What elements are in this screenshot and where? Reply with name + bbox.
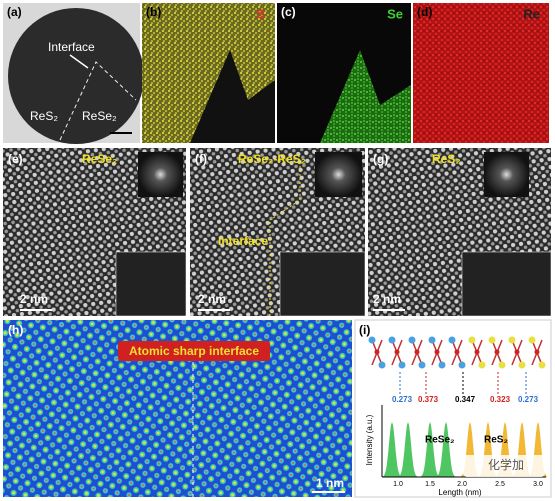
element-label: Se <box>387 6 403 21</box>
atom <box>438 361 446 369</box>
phase-label: ReSe₂ <box>425 435 454 446</box>
zoom-inset <box>279 251 366 317</box>
atom <box>448 336 456 344</box>
atom <box>478 361 486 369</box>
interface-line <box>59 61 137 141</box>
atom <box>398 361 406 369</box>
atom <box>514 349 520 355</box>
distance-label: 0.347 <box>455 395 476 404</box>
fft-inset <box>484 152 529 197</box>
distance-label: 0.273 <box>518 395 539 404</box>
distance-label: 0.273 <box>392 395 413 404</box>
atom <box>508 336 516 344</box>
atom <box>474 349 480 355</box>
atom <box>468 336 476 344</box>
scale-label: 2 nm <box>198 292 226 306</box>
watermark: 化学加 <box>488 457 524 472</box>
region-label: ReSe₂ <box>82 109 117 123</box>
flake <box>8 8 144 144</box>
panel-label: (h) <box>8 323 23 337</box>
title-box <box>118 341 270 361</box>
fft-inset <box>138 152 183 197</box>
green-region <box>320 50 411 143</box>
region-label: ReS₂ <box>30 109 58 123</box>
panel-label: (d) <box>417 5 432 19</box>
peak <box>528 422 548 477</box>
atom <box>488 336 496 344</box>
profile: 1.0 1.5 2.0 2.5 3.0 <box>382 422 548 488</box>
atom <box>428 336 436 344</box>
atom <box>418 361 426 369</box>
atom <box>368 336 376 344</box>
atom <box>454 349 460 355</box>
panel-label: (f) <box>195 152 207 166</box>
panel-label: (a) <box>7 5 22 19</box>
peak <box>460 422 480 477</box>
x-axis-label: Length (nm) <box>438 488 481 497</box>
peak <box>478 422 498 477</box>
atom <box>494 349 500 355</box>
crystal-structure: 0.273 0.373 0.347 0.323 0.273 <box>368 336 546 404</box>
distance-label: 0.373 <box>418 395 439 404</box>
y-axis-label: Intensity (a.u.) <box>365 414 374 465</box>
scale-label: 1 nm <box>316 476 344 490</box>
atom <box>538 361 546 369</box>
atom <box>374 349 380 355</box>
title: Atomic sharp interface <box>129 344 259 358</box>
x-tick-label: 2.5 <box>495 481 505 488</box>
panel-label: (e) <box>8 152 23 166</box>
scale-label: 2 nm <box>373 292 401 306</box>
peak <box>512 422 532 477</box>
element-label: S <box>256 6 265 21</box>
panel-label: (g) <box>373 152 388 166</box>
phase-label: ReS₂ <box>484 435 508 446</box>
arrow <box>69 54 89 69</box>
atom <box>388 336 396 344</box>
dark-region <box>190 50 275 143</box>
element-label: Re <box>523 6 540 21</box>
atom <box>414 349 420 355</box>
panel-d <box>413 3 549 143</box>
panel-label: (c) <box>281 5 296 19</box>
atom <box>408 336 416 344</box>
atom <box>434 349 440 355</box>
fft-inset <box>315 152 362 197</box>
interface-label: Interface <box>218 234 268 248</box>
x-tick-label: 2.0 <box>457 481 467 488</box>
x-tick-label: 1.5 <box>425 481 435 488</box>
atom <box>518 361 526 369</box>
interface-line <box>269 160 301 316</box>
x-tick-label: 1.0 <box>393 481 403 488</box>
zoom-inset <box>461 251 552 317</box>
atom <box>394 349 400 355</box>
phase-label: ReSe₂-ReS₂ <box>238 152 306 166</box>
interface-label: Interface <box>48 40 95 54</box>
peak <box>420 422 440 477</box>
x-tick-label: 3.0 <box>533 481 543 488</box>
atom <box>498 361 506 369</box>
distance-label: 0.323 <box>490 395 511 404</box>
panel-label: (i) <box>359 323 370 337</box>
atom <box>458 361 466 369</box>
peak <box>382 422 402 477</box>
phase-label: ReSe₂ <box>82 152 117 166</box>
atom <box>378 361 386 369</box>
peak <box>495 422 515 477</box>
peak <box>398 422 418 477</box>
watermark-box <box>463 455 545 477</box>
peak <box>436 422 456 477</box>
panel-label: (b) <box>146 5 161 19</box>
atom <box>534 349 540 355</box>
scale-label: 2 nm <box>20 292 48 306</box>
zoom-inset <box>115 251 187 317</box>
phase-label: ReS₂ <box>432 152 461 166</box>
atom <box>528 336 536 344</box>
